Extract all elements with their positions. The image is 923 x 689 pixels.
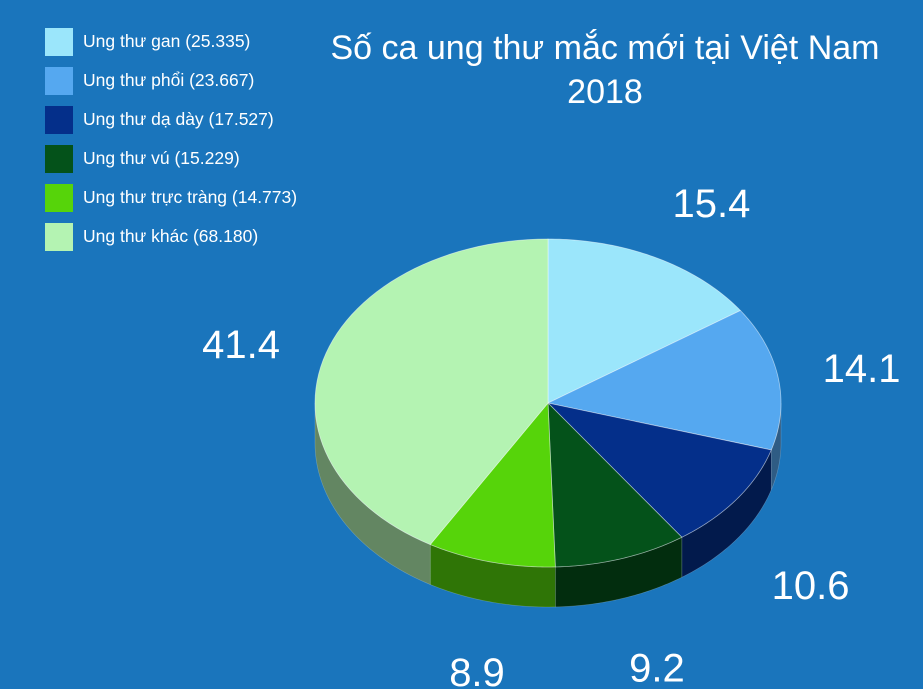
pie-slice	[314, 238, 549, 545]
chart-title-line2: 2018	[567, 73, 643, 111]
pie-slice	[546, 402, 772, 538]
legend-label: Ung thư vú (15.229)	[83, 148, 240, 168]
legend-swatch	[45, 222, 73, 251]
legend-swatch	[45, 66, 73, 95]
legend-item-rectum: Ung thư trực tràng (14.773)	[45, 178, 297, 217]
legend-item-breast: Ung thư vú (15.229)	[45, 139, 297, 178]
legend-label: Ung thư phổi (23.667)	[83, 70, 255, 90]
pie-slice	[429, 401, 556, 568]
legend-label: Ung thư trực tràng (14.773)	[83, 187, 298, 207]
chart-title-line1: Số ca ung thư mắc mới tại Việt Nam	[330, 29, 880, 67]
data-label: 41.4	[202, 323, 280, 367]
legend-label: Ung thư khác (68.180)	[83, 226, 259, 246]
chart-title: Số ca ung thư mắc mới tại Việt Nam 2018	[290, 26, 920, 114]
data-label: 14.1	[823, 347, 901, 391]
pie-slice	[547, 238, 742, 404]
data-label: 15.4	[673, 182, 751, 226]
legend-item-liver: Ung thư gan (25.335)	[45, 22, 297, 61]
legend-label: Ung thư dạ dày (17.527)	[83, 109, 274, 129]
chart-legend: Ung thư gan (25.335) Ung thư phổi (23.66…	[45, 22, 297, 256]
legend-item-other: Ung thư khác (68.180)	[45, 217, 297, 256]
data-label: 10.6	[772, 564, 850, 608]
data-label: 9.2	[629, 646, 685, 689]
pie-slice	[547, 401, 683, 568]
legend-swatch	[45, 144, 73, 173]
legend-swatch	[45, 183, 73, 212]
data-label: 8.9	[449, 651, 505, 689]
legend-swatch	[45, 105, 73, 134]
legend-item-stomach: Ung thư dạ dày (17.527)	[45, 100, 297, 139]
legend-swatch	[45, 27, 73, 56]
legend-label: Ung thư gan (25.335)	[83, 31, 251, 51]
legend-item-lung: Ung thư phổi (23.667)	[45, 61, 297, 100]
